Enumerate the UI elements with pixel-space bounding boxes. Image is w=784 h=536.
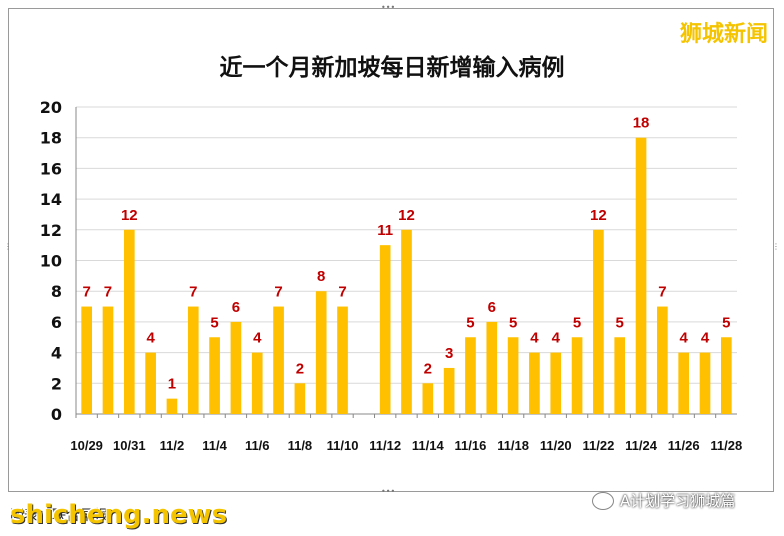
y-tick-label: 18 [40, 129, 62, 148]
bar [657, 306, 668, 414]
bar [635, 137, 647, 414]
data-label: 5 [210, 314, 218, 331]
wechat-account[interactable]: A计划学习狮城篇 [592, 490, 735, 511]
data-label: 7 [338, 284, 346, 301]
data-label: 12 [590, 207, 607, 224]
y-tick-label: 20 [40, 98, 62, 117]
data-label: 5 [509, 314, 517, 331]
x-tick-label: 11/14 [412, 438, 445, 453]
data-label: 7 [274, 284, 282, 301]
resize-handle-top[interactable]: ••• [381, 3, 396, 12]
data-label: 18 [633, 115, 650, 132]
bar [507, 337, 519, 414]
data-label: 7 [82, 284, 90, 301]
data-label: 4 [146, 330, 155, 347]
bar [379, 245, 391, 414]
data-label: 4 [530, 330, 539, 347]
y-tick-label: 12 [40, 221, 62, 240]
bar [678, 352, 690, 414]
bar [614, 337, 626, 414]
x-tick-label: 11/20 [540, 438, 572, 453]
bar [145, 352, 156, 414]
bar [422, 383, 434, 414]
data-label: 6 [488, 299, 496, 316]
bar [593, 229, 604, 414]
x-tick-label: 11/22 [582, 438, 614, 453]
x-tick-label: 11/28 [710, 438, 742, 453]
data-label: 4 [552, 330, 561, 347]
y-tick-label: 8 [51, 282, 62, 301]
resize-handle-left[interactable]: ⋮ [4, 242, 12, 251]
bar [465, 337, 476, 414]
data-label: 12 [121, 207, 138, 224]
bar [123, 229, 135, 414]
bar [230, 321, 242, 414]
data-label: 7 [104, 284, 112, 301]
bar [209, 337, 220, 414]
x-tick-label: 11/10 [327, 438, 359, 453]
y-tick-label: 10 [40, 252, 62, 271]
watermark-bottom: shicheng.news [10, 500, 228, 530]
bar [571, 337, 583, 414]
data-label: 2 [296, 360, 304, 377]
bar [81, 306, 92, 414]
data-label: 6 [232, 299, 240, 316]
bar [443, 367, 455, 414]
resize-handle-right[interactable]: ⋮ [772, 242, 780, 251]
bar [486, 321, 498, 414]
x-tick-label: 11/26 [668, 438, 700, 453]
x-tick-label: 10/29 [70, 438, 103, 453]
y-tick-label: 6 [51, 313, 62, 332]
data-label: 11 [377, 222, 393, 239]
data-label: 8 [317, 268, 325, 285]
data-label: 7 [658, 284, 666, 301]
wechat-account-label: A计划学习狮城篇 [620, 492, 736, 510]
data-label: 5 [722, 314, 730, 331]
bar [166, 398, 178, 414]
x-tick-label: 11/8 [288, 438, 313, 453]
bar [251, 352, 263, 414]
bar [550, 352, 562, 414]
bar [315, 291, 327, 414]
bar [401, 229, 412, 414]
bar [721, 337, 732, 414]
y-tick-label: 4 [51, 344, 62, 363]
data-label: 4 [680, 330, 689, 347]
bar [187, 306, 199, 414]
y-tick-label: 0 [51, 405, 62, 424]
resize-handle-bottom[interactable]: ••• [381, 487, 396, 496]
x-tick-label: 11/24 [625, 438, 658, 453]
data-label: 2 [424, 360, 432, 377]
x-tick-label: 11/16 [455, 438, 487, 453]
data-label: 5 [573, 314, 581, 331]
x-tick-label: 11/6 [245, 438, 270, 453]
y-tick-label: 14 [40, 190, 62, 209]
bar [337, 306, 348, 414]
wechat-icon [592, 491, 614, 510]
bar [273, 306, 284, 414]
data-label: 7 [189, 284, 197, 301]
data-label: 1 [168, 376, 176, 393]
data-label: 3 [445, 345, 453, 362]
x-tick-label: 11/18 [497, 438, 529, 453]
bar [699, 352, 711, 414]
bar [529, 352, 540, 414]
bar [294, 383, 306, 414]
x-tick-label: 10/31 [113, 438, 146, 453]
y-tick-label: 2 [51, 374, 62, 393]
data-label: 4 [701, 330, 710, 347]
data-label: 4 [253, 330, 262, 347]
x-tick-label: 11/2 [160, 438, 185, 453]
data-label: 12 [398, 207, 415, 224]
data-label: 5 [466, 314, 474, 331]
chart-title: 近一个月新加坡每日新增输入病例 [219, 55, 565, 81]
watermark-top: 狮城新闻 [679, 22, 768, 47]
bar [102, 306, 114, 414]
y-tick-label: 16 [40, 159, 62, 178]
data-label: 5 [616, 314, 624, 331]
chart-caption: 图表：联合早报 [10, 508, 108, 524]
x-tick-label: 11/12 [369, 438, 401, 453]
x-tick-label: 11/4 [202, 438, 227, 453]
